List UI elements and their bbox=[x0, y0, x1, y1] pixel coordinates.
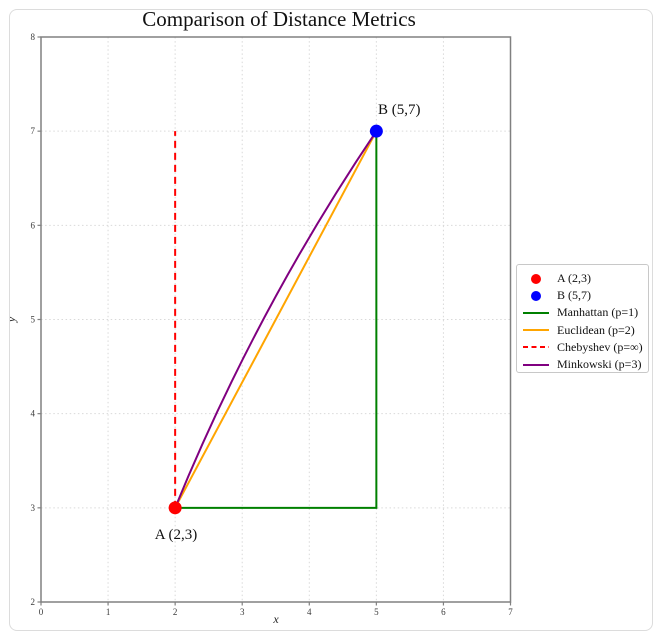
legend-marker-line bbox=[522, 311, 550, 314]
x-tick-label: 3 bbox=[240, 607, 245, 617]
legend-item: Minkowski (p=3) bbox=[522, 356, 648, 373]
legend-label: Chebyshev (p=∞) bbox=[557, 339, 643, 354]
y-tick-label: 4 bbox=[31, 409, 36, 419]
series-minkowski bbox=[174, 130, 378, 509]
legend-label: A (2,3) bbox=[557, 271, 591, 286]
legend-marker-line bbox=[522, 363, 550, 366]
legend-label: Minkowski (p=3) bbox=[557, 357, 642, 372]
x-axis-label: x bbox=[273, 612, 279, 626]
x-tick-label: 7 bbox=[508, 607, 513, 617]
x-tick-label: 4 bbox=[307, 607, 312, 617]
line-swatch bbox=[523, 311, 549, 314]
y-tick-label: 7 bbox=[31, 126, 36, 136]
series-manhattan bbox=[175, 131, 378, 509]
dot-swatch bbox=[531, 273, 541, 284]
series-euclidean bbox=[174, 130, 378, 509]
y-tick-label: 3 bbox=[31, 503, 36, 513]
y-axis-label: y bbox=[4, 316, 19, 323]
x-tick-label: 2 bbox=[173, 607, 178, 617]
legend-marker-line bbox=[522, 329, 550, 332]
legend-label: B (5,7) bbox=[557, 288, 591, 303]
dashed-line-swatch bbox=[523, 346, 549, 349]
point-marker-b bbox=[369, 124, 383, 138]
legend-item: Euclidean (p=2) bbox=[522, 322, 648, 339]
legend-marker-dashed-line bbox=[522, 346, 550, 349]
legend-marker-dot bbox=[522, 273, 550, 284]
point-b-annotation: B (5,7) bbox=[378, 102, 421, 118]
legend-item: A (2,3) bbox=[522, 270, 648, 287]
y-tick-label: 6 bbox=[31, 220, 36, 230]
line-swatch bbox=[523, 329, 549, 332]
point-a-annotation: A (2,3) bbox=[154, 527, 198, 543]
x-tick-label: 1 bbox=[106, 607, 111, 617]
x-tick-label: 5 bbox=[374, 607, 379, 617]
legend-label: Manhattan (p=1) bbox=[557, 305, 639, 320]
legend-item: Chebyshev (p=∞) bbox=[522, 339, 648, 356]
y-tick-label: 5 bbox=[31, 315, 36, 325]
dot-swatch bbox=[531, 290, 541, 301]
x-tick-label: 6 bbox=[441, 607, 446, 617]
chart-title: Comparison of Distance Metrics bbox=[142, 7, 416, 31]
line-swatch bbox=[523, 363, 549, 366]
legend-marker-dot bbox=[522, 290, 550, 301]
point-marker-a bbox=[168, 501, 182, 515]
legend-label: Euclidean (p=2) bbox=[557, 322, 635, 337]
legend-item: B (5,7) bbox=[522, 287, 648, 304]
x-tick-label: 0 bbox=[39, 607, 44, 617]
legend: A (2,3) B (5,7) Manhattan (p=1) Euclidean (… bbox=[516, 264, 649, 373]
y-tick-label: 8 bbox=[31, 32, 36, 42]
legend-item: Manhattan (p=1) bbox=[522, 304, 648, 321]
y-tick-label: 2 bbox=[31, 597, 36, 607]
